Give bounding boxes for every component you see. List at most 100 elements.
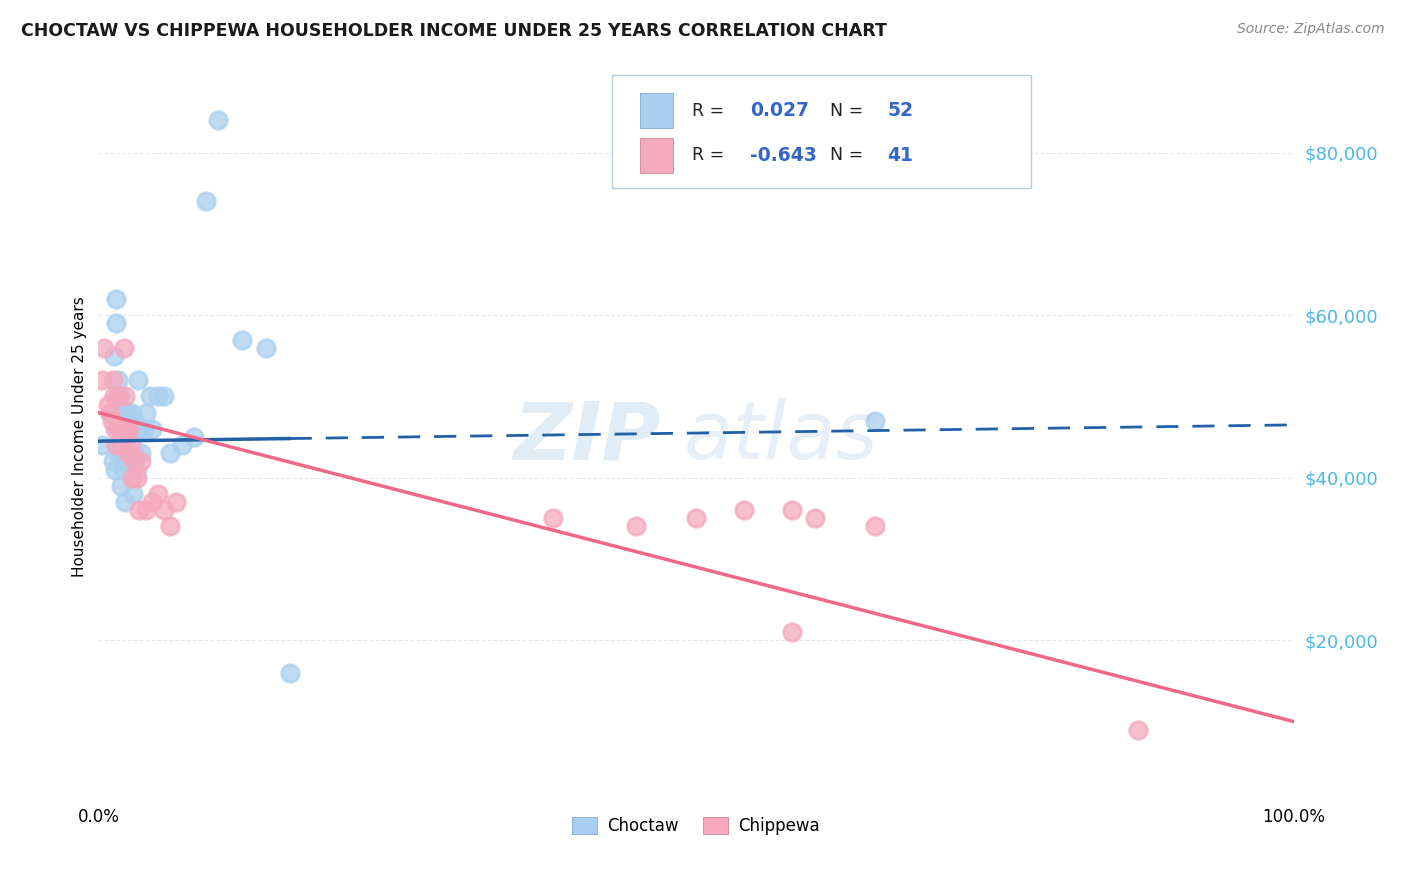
Point [110,422,132,436]
Point [103,389,125,403]
Bar [640,138,673,173]
Point [101,454,124,468]
Point [98,406,122,420]
Point [114,438,136,452]
Point [278,665,301,680]
Text: 0.027: 0.027 [749,102,808,120]
Point [541,511,564,525]
Point [105,292,128,306]
Point [626,519,648,533]
Point [121,406,143,420]
Point [124,414,146,428]
Point [118,422,141,436]
Point [780,503,803,517]
Point [121,471,143,485]
Point [153,389,176,403]
Point [111,406,134,420]
Text: 52: 52 [887,102,912,120]
Point [141,422,163,436]
Point [97,398,120,412]
Point [118,446,141,460]
Point [112,341,135,355]
Point [231,333,253,347]
Point [865,519,887,533]
Point [112,462,135,476]
Point [107,446,129,460]
Point [107,422,129,436]
Point [131,454,153,468]
Point [98,406,122,420]
Text: Source: ZipAtlas.com: Source: ZipAtlas.com [1237,22,1385,37]
Point [139,389,162,403]
Point [111,446,134,460]
Point [1128,723,1150,737]
Point [117,446,139,460]
Text: CHOCTAW VS CHIPPEWA HOUSEHOLDER INCOME UNDER 25 YEARS CORRELATION CHART: CHOCTAW VS CHIPPEWA HOUSEHOLDER INCOME U… [21,22,887,40]
Point [172,438,194,452]
Point [159,519,181,533]
Point [115,430,138,444]
Point [105,316,128,330]
Point [115,454,138,468]
FancyBboxPatch shape [613,75,1031,188]
Point [107,406,129,420]
Point [165,495,187,509]
Point [865,414,887,428]
Point [115,422,138,436]
Point [107,422,129,436]
Point [107,373,129,387]
Point [117,446,139,460]
Point [183,430,205,444]
Y-axis label: Householder Income Under 25 years: Householder Income Under 25 years [72,297,87,577]
Point [108,422,131,436]
Point [108,438,131,452]
Text: R =: R = [692,146,730,164]
Point [128,503,150,517]
Point [195,194,218,209]
Point [120,422,142,436]
Point [101,373,124,387]
Point [135,406,157,420]
Point [148,389,170,403]
Point [91,438,114,452]
Bar [640,94,673,128]
Point [132,422,155,436]
Point [105,438,128,452]
Point [111,422,134,436]
Point [207,113,229,128]
Point [131,446,153,460]
Point [114,389,136,403]
Point [733,503,755,517]
Text: -0.643: -0.643 [749,146,817,165]
Point [125,471,148,485]
Text: atlas: atlas [685,398,879,476]
Point [135,503,157,517]
Point [114,495,136,509]
Point [103,349,125,363]
Point [104,462,127,476]
Point [115,406,138,420]
Point [141,495,163,509]
Point [122,487,145,501]
Point [108,389,131,403]
Text: N =: N = [830,146,869,164]
Text: N =: N = [830,102,869,120]
Point [118,406,141,420]
Point [780,625,803,640]
Point [107,389,129,403]
Point [804,511,827,525]
Point [104,422,127,436]
Point [110,479,132,493]
Point [254,341,277,355]
Text: R =: R = [692,102,730,120]
Point [120,438,142,452]
Point [100,414,122,428]
Point [93,341,115,355]
Point [685,511,707,525]
Point [110,438,132,452]
Point [148,487,170,501]
Point [107,389,129,403]
Point [159,446,181,460]
Legend: Choctaw, Chippewa: Choctaw, Chippewa [565,811,827,842]
Point [125,462,148,476]
